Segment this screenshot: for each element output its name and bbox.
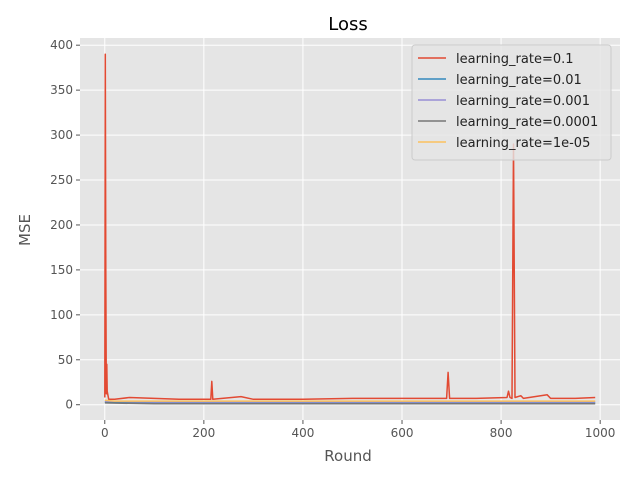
y-tick-label: 200 [50, 218, 73, 232]
legend-label-3: learning_rate=0.0001 [456, 115, 598, 130]
x-tick-label: 800 [490, 426, 513, 440]
series-line-2 [104, 400, 596, 403]
y-tick-label: 400 [50, 38, 73, 52]
x-axis-label: Round [324, 447, 371, 465]
x-tick-label: 600 [391, 426, 414, 440]
series-line-4 [104, 399, 596, 402]
y-tick-label: 100 [50, 308, 73, 322]
y-tick-label: 50 [58, 353, 73, 367]
legend-label-4: learning_rate=1e-05 [456, 136, 590, 151]
series-line-1 [104, 401, 596, 404]
y-tick-label: 300 [50, 128, 73, 142]
x-tick-label: 400 [291, 426, 314, 440]
series-line-3 [104, 402, 596, 405]
x-tick-label: 0 [101, 426, 109, 440]
y-tick-label: 0 [65, 398, 73, 412]
ticks: 0 200 400 600 800 1000 0 50 100 150 200 250 300 350 40… [50, 38, 615, 440]
x-tick-label: 200 [192, 426, 215, 440]
series-line-0 [104, 53, 596, 401]
y-axis-label: MSE [16, 214, 34, 246]
series-lines [104, 53, 596, 405]
y-tick-label: 250 [50, 173, 73, 187]
legend-box [411, 44, 612, 161]
legend-label-1: learning_rate=0.01 [456, 73, 582, 88]
y-tick-label: 350 [50, 83, 73, 97]
legend-label-0: learning_rate=0.1 [456, 52, 574, 67]
legend-label-2: learning_rate=0.001 [456, 94, 590, 109]
chart-title: Loss [328, 14, 367, 35]
y-tick-label: 150 [50, 263, 73, 277]
legend: learning_rate=0.1 learning_rate=0.01learn… [411, 44, 612, 161]
x-tick-label: 1000 [585, 426, 616, 440]
